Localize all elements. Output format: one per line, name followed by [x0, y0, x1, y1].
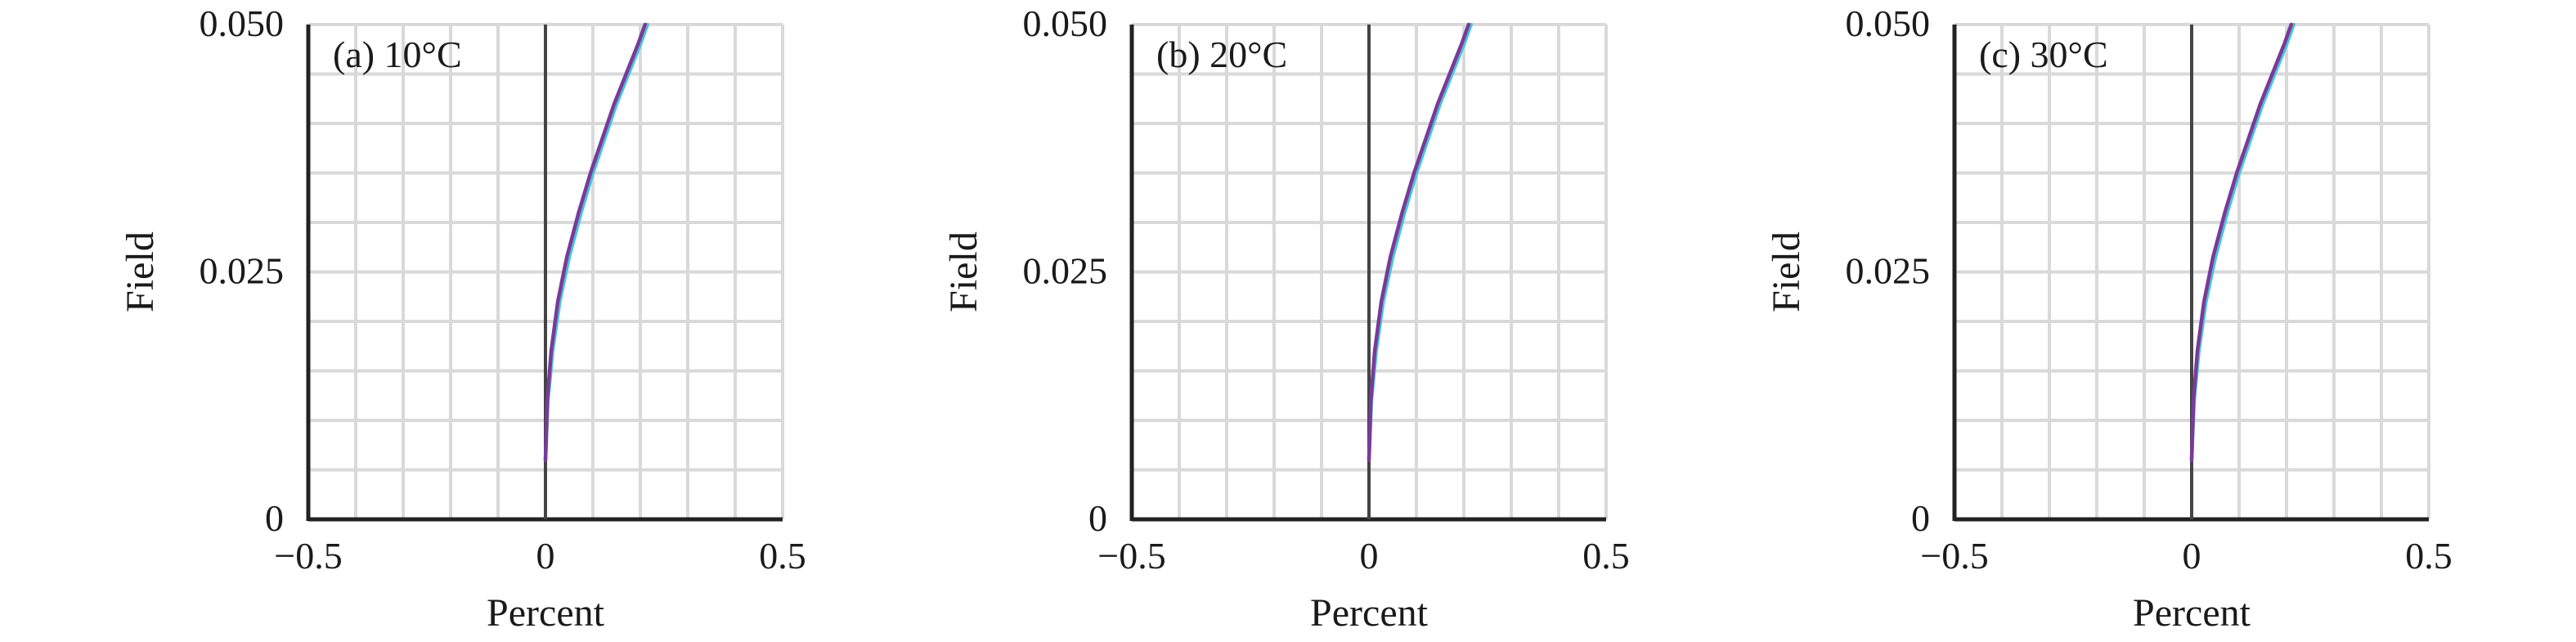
- x-axis-title: Percent: [1310, 591, 1429, 635]
- y-axis-title: Field: [942, 231, 985, 312]
- panel-label: (a) 10°C: [333, 34, 462, 75]
- y-tick-label: 0.025: [1846, 250, 1931, 292]
- series-line-2: [543, 22, 648, 462]
- y-tick-label: 0.025: [200, 250, 285, 292]
- panel-label: (c) 30°C: [1979, 34, 2108, 75]
- x-tick-label: 0.5: [2405, 535, 2453, 577]
- x-tick-label: −0.5: [1097, 535, 1165, 577]
- x-tick-label: −0.5: [1920, 535, 1988, 577]
- series-line-2: [2189, 22, 2294, 462]
- y-axis-title: Field: [1765, 231, 1808, 312]
- x-tick-label: 0: [536, 535, 555, 577]
- y-tick-label: 0: [265, 497, 284, 539]
- series-line-1: [2189, 22, 2296, 462]
- y-tick-label: 0.025: [1023, 250, 1108, 292]
- panel-label: (b) 20°C: [1156, 34, 1287, 75]
- x-tick-label: 0: [1360, 535, 1379, 577]
- series-line-1: [543, 22, 649, 462]
- x-tick-label: 0: [2183, 535, 2201, 577]
- y-tick-label: 0: [1911, 497, 1930, 539]
- series-line-1: [1367, 22, 1473, 462]
- x-tick-label: 0.5: [1582, 535, 1630, 577]
- y-tick-label: 0: [1088, 497, 1107, 539]
- x-axis-title: Percent: [2133, 591, 2251, 635]
- x-tick-label: −0.5: [274, 535, 342, 577]
- x-tick-label: 0.5: [759, 535, 806, 577]
- y-tick-label: 0.050: [200, 2, 285, 44]
- y-tick-label: 0.050: [1023, 2, 1108, 44]
- y-axis-title: Field: [119, 231, 162, 312]
- x-axis-title: Percent: [487, 591, 605, 635]
- series-line-2: [1367, 22, 1471, 462]
- y-tick-label: 0.050: [1846, 2, 1931, 44]
